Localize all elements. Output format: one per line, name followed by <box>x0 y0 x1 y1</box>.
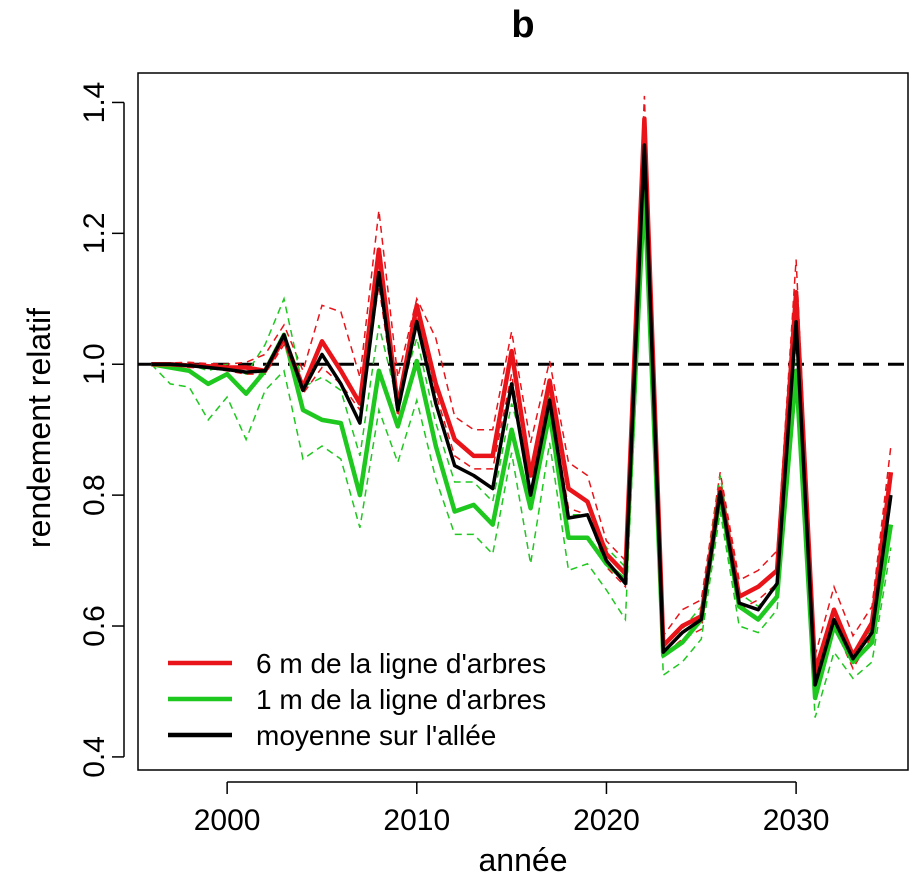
y-axis-label: rendement relatif <box>21 308 57 548</box>
y-tick-label: 0.6 <box>78 605 111 647</box>
plot-area: 2000 2010 2020 2030 0.4 0.6 0.8 1.0 1.2 1.4 <box>78 72 909 837</box>
legend-label-1: 1 m de la ligne d'arbres <box>256 684 546 715</box>
y-tick-label: 1.4 <box>78 82 111 124</box>
x-axis-label: année <box>479 842 568 878</box>
legend-label-0: 6 m de la ligne d'arbres <box>256 648 546 679</box>
legend-label-2: moyenne sur l'allée <box>256 720 496 751</box>
series-1-lower-bound <box>150 210 892 718</box>
series-0-upper-bound <box>151 95 892 656</box>
x-tick-label: 2020 <box>573 804 640 837</box>
legend: 6 m de la ligne d'arbres 1 m de la ligne … <box>168 648 546 751</box>
chart-title: b <box>511 4 534 46</box>
x-tick-label: 2010 <box>383 804 450 837</box>
x-tick-label: 2030 <box>763 804 830 837</box>
y-tick-label: 1.2 <box>78 212 111 254</box>
x-tick-label: 2000 <box>194 804 261 837</box>
series-2-line <box>151 143 893 687</box>
y-tick-label: 0.8 <box>78 474 111 516</box>
y-tick-label: 1.0 <box>78 343 111 385</box>
y-tick-label: 0.4 <box>78 736 111 778</box>
plot-frame <box>137 72 909 771</box>
